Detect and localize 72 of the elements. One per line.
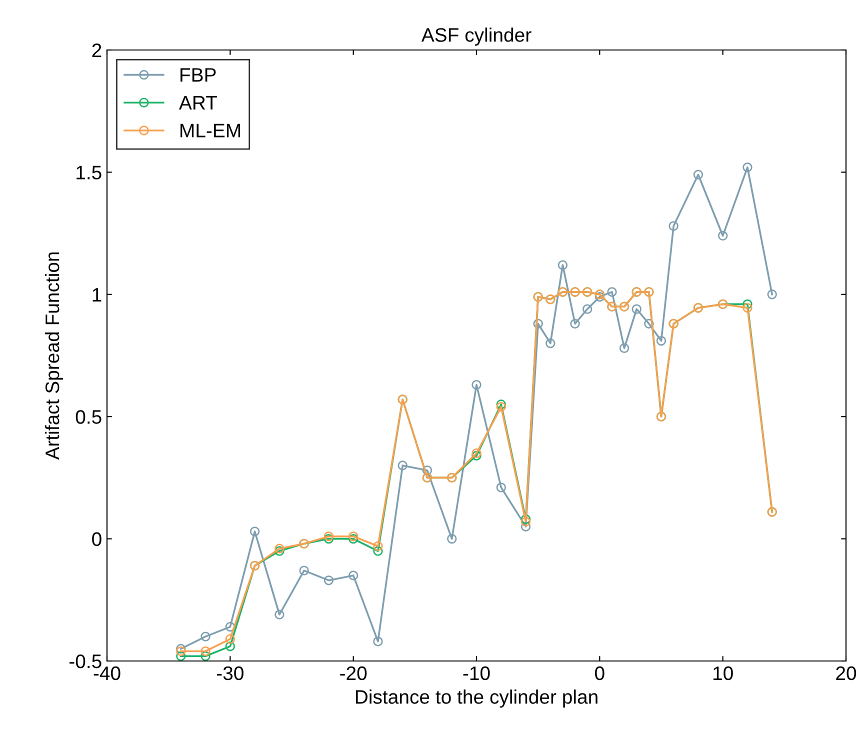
point	[767, 290, 777, 300]
x-tick-label: -10	[463, 666, 490, 680]
x-tick-label: -40	[94, 666, 120, 680]
x-tick-label: 20	[836, 666, 856, 680]
point	[225, 641, 236, 652]
x-axis-title: Distance to the cylinder plan	[356, 690, 598, 708]
point	[496, 400, 506, 410]
point	[520, 514, 531, 524]
point	[619, 343, 630, 354]
point	[570, 318, 580, 329]
point	[250, 526, 260, 536]
point	[225, 634, 236, 644]
y-tick-label: 2	[92, 43, 102, 58]
legend-label: FBP	[180, 68, 216, 82]
point	[632, 304, 642, 314]
point	[176, 651, 186, 661]
point	[594, 292, 605, 302]
point	[520, 522, 531, 532]
point	[324, 534, 334, 544]
point	[299, 566, 309, 576]
y-tick-label: -0.5	[70, 654, 102, 668]
point	[324, 575, 334, 586]
point	[225, 622, 236, 632]
point	[533, 318, 543, 329]
point	[348, 534, 358, 544]
point	[373, 546, 383, 556]
point	[582, 304, 592, 314]
x-tick-label: -20	[340, 666, 367, 680]
point	[546, 338, 556, 348]
legend-label: ART	[178, 96, 218, 110]
point	[520, 516, 531, 527]
point	[558, 260, 568, 270]
point	[644, 318, 654, 329]
chart-title: ASF cylinder	[421, 28, 532, 46]
point	[348, 531, 358, 542]
y-tick-label: 0	[92, 532, 102, 546]
point	[348, 570, 358, 580]
point	[496, 402, 506, 412]
y-tick-label: 1.5	[76, 166, 102, 180]
point	[373, 636, 383, 646]
point	[200, 632, 210, 642]
point	[398, 460, 408, 470]
x-tick-label: 0	[595, 666, 604, 680]
point	[200, 651, 210, 661]
y-axis-title: Artifact Spread Function	[44, 252, 64, 460]
point	[447, 534, 457, 544]
y-tick-label: 1	[92, 288, 102, 302]
point	[176, 644, 186, 654]
legend-label: ML-EM	[180, 124, 240, 138]
point	[422, 466, 432, 476]
y-tick-label: 0.5	[76, 410, 102, 424]
point	[472, 380, 482, 390]
point	[274, 546, 284, 556]
point	[324, 531, 334, 542]
x-tick-label: -30	[216, 666, 244, 680]
point	[274, 610, 284, 620]
point	[656, 336, 666, 346]
point	[607, 287, 617, 297]
point	[742, 162, 752, 172]
point	[472, 450, 482, 461]
point	[742, 302, 752, 313]
point	[718, 230, 728, 241]
point	[668, 221, 678, 231]
point	[176, 646, 186, 656]
point	[496, 482, 506, 492]
x-tick-label: 10	[714, 666, 733, 680]
point	[274, 544, 284, 554]
point	[472, 448, 482, 458]
point	[742, 299, 752, 310]
point	[200, 646, 210, 656]
point	[373, 541, 383, 551]
point	[693, 170, 704, 180]
